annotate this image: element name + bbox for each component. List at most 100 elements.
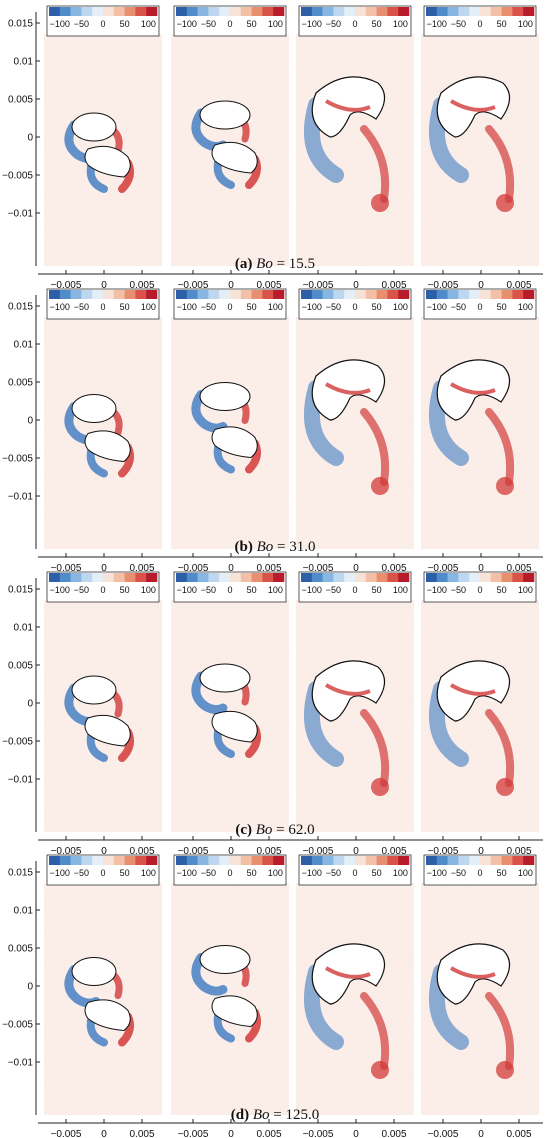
- colorbar-swatch: [70, 573, 82, 582]
- colorbar-swatch: [59, 290, 71, 299]
- panel-caption: (b) Bo = 31.0: [0, 539, 550, 556]
- x-tick-label: 0.005: [256, 1129, 281, 1138]
- trailing-bubble: [84, 714, 131, 747]
- x-tick-label: 0.005: [129, 280, 154, 291]
- colorbar-swatch: [426, 573, 438, 582]
- colorbar-swatch: [103, 856, 115, 865]
- colorbar-label: 50: [247, 868, 257, 878]
- colorbar-swatch: [186, 290, 198, 299]
- colorbar-swatch: [523, 7, 535, 16]
- colorbar-swatch: [92, 856, 104, 865]
- colorbar-swatch: [113, 856, 125, 865]
- colorbar-label: −100: [302, 302, 322, 312]
- x-tick-label: 0.005: [381, 563, 406, 574]
- y-tick-label: 0.005: [8, 661, 33, 672]
- panel-2-3: −100 −50 0 50 100 −0.005 0 0.005: [290, 288, 418, 574]
- colorbar-label: −50: [326, 19, 341, 29]
- colorbar-label: 0: [227, 868, 232, 878]
- colorbar-swatch: [124, 290, 136, 299]
- colorbar-swatch: [103, 7, 115, 16]
- colorbar-label: −50: [201, 585, 216, 595]
- positive-vorticity-region: [485, 408, 515, 486]
- x-tick-label: −0.005: [51, 1129, 82, 1138]
- caption-label: (d): [230, 1107, 250, 1123]
- x-tick-label: 0: [101, 563, 107, 574]
- colorbar-label: −50: [326, 868, 341, 878]
- colorbar-swatch: [322, 573, 334, 582]
- colorbar-swatch: [240, 290, 252, 299]
- x-tick-label: 0: [101, 846, 107, 857]
- colorbar-swatch: [59, 856, 71, 865]
- merged-bubble: [311, 76, 386, 138]
- panel-4-1: −100 −50 0 50 100 −0.005 0 0.005: [38, 854, 166, 1138]
- y-tick-label: 0.005: [8, 944, 33, 955]
- positive-vorticity-spot: [371, 477, 389, 495]
- y-tick-label: 0.01: [14, 623, 34, 634]
- colorbar-swatch: [135, 290, 147, 299]
- colorbar-swatch: [103, 573, 115, 582]
- caption-symbol: Bo: [252, 1107, 270, 1123]
- panel-2-4: −100 −50 0 50 100 −0.005 0 0.005: [415, 288, 543, 574]
- x-tick-label: 0.005: [129, 846, 154, 857]
- x-tick-label: 0.005: [506, 563, 531, 574]
- colorbar-swatch: [49, 290, 61, 299]
- colorbar-swatch: [301, 7, 313, 16]
- colorbar-swatch: [262, 7, 274, 16]
- x-tick-label: 0.005: [129, 563, 154, 574]
- colorbar-label: −100: [177, 302, 197, 312]
- colorbar-swatch: [355, 856, 367, 865]
- x-tick-label: −0.005: [303, 846, 334, 857]
- x-tick-label: 0: [228, 1129, 234, 1138]
- positive-vorticity-spot: [496, 1061, 514, 1079]
- colorbar-swatch: [176, 7, 188, 16]
- colorbar-swatch: [512, 573, 524, 582]
- positive-vorticity-region: [485, 992, 515, 1070]
- colorbar-swatch: [512, 290, 524, 299]
- merged-bubble: [436, 943, 511, 1005]
- colorbar-swatch: [262, 290, 274, 299]
- colorbar-swatch: [365, 290, 377, 299]
- colorbar-label: −100: [177, 19, 197, 29]
- colorbar-label: 50: [247, 302, 257, 312]
- x-tick-label: −0.005: [428, 563, 459, 574]
- colorbar-label: 50: [120, 868, 130, 878]
- colorbar-label: 100: [393, 302, 408, 312]
- colorbar-swatch: [301, 856, 313, 865]
- x-tick-label: 0.005: [129, 1129, 154, 1138]
- colorbar-swatch: [398, 573, 410, 582]
- colorbar-label: −50: [201, 19, 216, 29]
- colorbar-swatch: [49, 573, 61, 582]
- x-tick-label: 0: [478, 280, 484, 291]
- colorbar-swatch: [387, 290, 399, 299]
- positive-vorticity-spot: [371, 778, 389, 796]
- x-tick-label: 0.005: [256, 563, 281, 574]
- colorbar-swatch: [208, 573, 220, 582]
- positive-vorticity-spot: [496, 778, 514, 796]
- x-tick-label: −0.005: [178, 563, 209, 574]
- colorbar-swatch: [447, 290, 459, 299]
- leading-bubble: [71, 394, 117, 423]
- colorbar-swatch: [81, 290, 93, 299]
- caption-value: = 125.0: [269, 1107, 320, 1123]
- colorbar-swatch: [501, 573, 513, 582]
- positive-vorticity-region: [485, 709, 515, 787]
- positive-vorticity-region: [360, 992, 390, 1070]
- colorbar-swatch: [469, 290, 481, 299]
- colorbar-swatch: [426, 856, 438, 865]
- positive-vorticity-region: [324, 99, 371, 112]
- colorbar-swatch: [301, 573, 313, 582]
- colorbar-label: −100: [177, 868, 197, 878]
- colorbar-swatch: [387, 7, 399, 16]
- colorbar-swatch: [273, 290, 285, 299]
- y-tick-label: 0.01: [14, 906, 34, 917]
- x-tick-label: −0.005: [428, 1129, 459, 1138]
- y-tick-label: 0.01: [14, 340, 34, 351]
- caption-symbol: Bo: [255, 822, 273, 838]
- colorbar-label: −100: [177, 585, 197, 595]
- colorbar-swatch: [113, 290, 125, 299]
- colorbar-label: −50: [451, 19, 466, 29]
- colorbar-label: 0: [352, 585, 357, 595]
- panel-2-2: −100 −50 0 50 100 −0.005 0 0.005: [165, 288, 293, 574]
- colorbar-swatch: [501, 7, 513, 16]
